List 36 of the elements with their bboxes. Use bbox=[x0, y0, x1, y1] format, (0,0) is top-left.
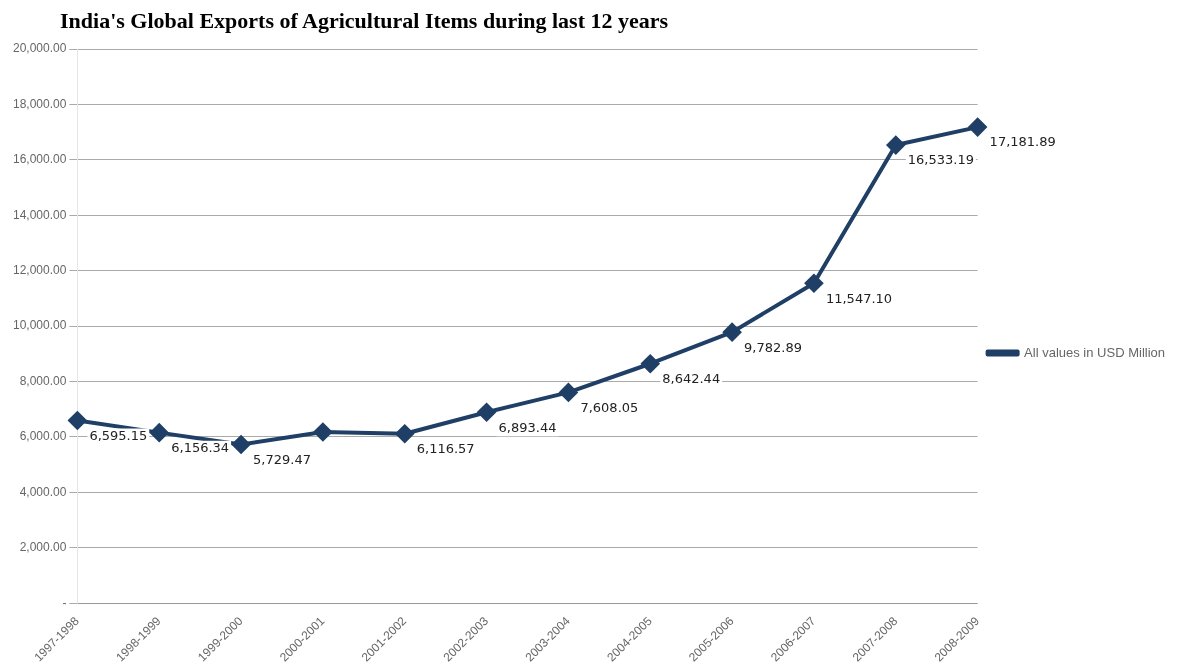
legend-label: All values in USD Million bbox=[1024, 344, 1166, 360]
point bbox=[68, 411, 87, 430]
data-label: 17,181.89 bbox=[989, 134, 1056, 150]
y-tick-label: 20,000.00 bbox=[12, 41, 67, 56]
point bbox=[477, 403, 496, 422]
y-tick-label: 12,000.00 bbox=[12, 263, 67, 278]
data-label: 8,642.44 bbox=[662, 371, 721, 387]
data-label: 11,547.10 bbox=[825, 290, 893, 306]
point bbox=[723, 323, 742, 342]
y-tick-label: 16,000.00 bbox=[12, 152, 67, 167]
y-tick-label: 18,000.00 bbox=[12, 96, 67, 111]
y-tick-label: 10,000.00 bbox=[12, 318, 67, 333]
data-label: 16,533.19 bbox=[907, 152, 974, 168]
point bbox=[886, 136, 905, 155]
y-tick-label: 4,000.00 bbox=[19, 484, 67, 499]
y-tick-label: 6,000.00 bbox=[19, 429, 67, 444]
data-label: 6,156.34 bbox=[171, 440, 230, 456]
point bbox=[641, 354, 660, 373]
point bbox=[313, 422, 332, 441]
data-label: 9,782.89 bbox=[744, 339, 802, 355]
point bbox=[232, 435, 251, 454]
data-label: 6,595.15 bbox=[89, 427, 148, 443]
data-label: 5,729.47 bbox=[253, 451, 311, 467]
point bbox=[968, 118, 987, 137]
point bbox=[559, 383, 578, 402]
y-tick-label: 2,000.00 bbox=[19, 540, 67, 555]
chart-title: India's Global Exports of Agricultural Items during last 12 years bbox=[60, 8, 670, 35]
point bbox=[150, 423, 169, 442]
point bbox=[804, 274, 823, 293]
data-label: 6,116.57 bbox=[416, 441, 475, 457]
y-tick-label: 14,000.00 bbox=[12, 207, 67, 222]
data-label: 6,893.44 bbox=[498, 419, 557, 435]
y-tick-label: 8,000.00 bbox=[19, 373, 67, 388]
data-label: 7,608.05 bbox=[580, 399, 639, 415]
y-tick-label: - bbox=[62, 595, 67, 610]
point bbox=[395, 424, 414, 443]
